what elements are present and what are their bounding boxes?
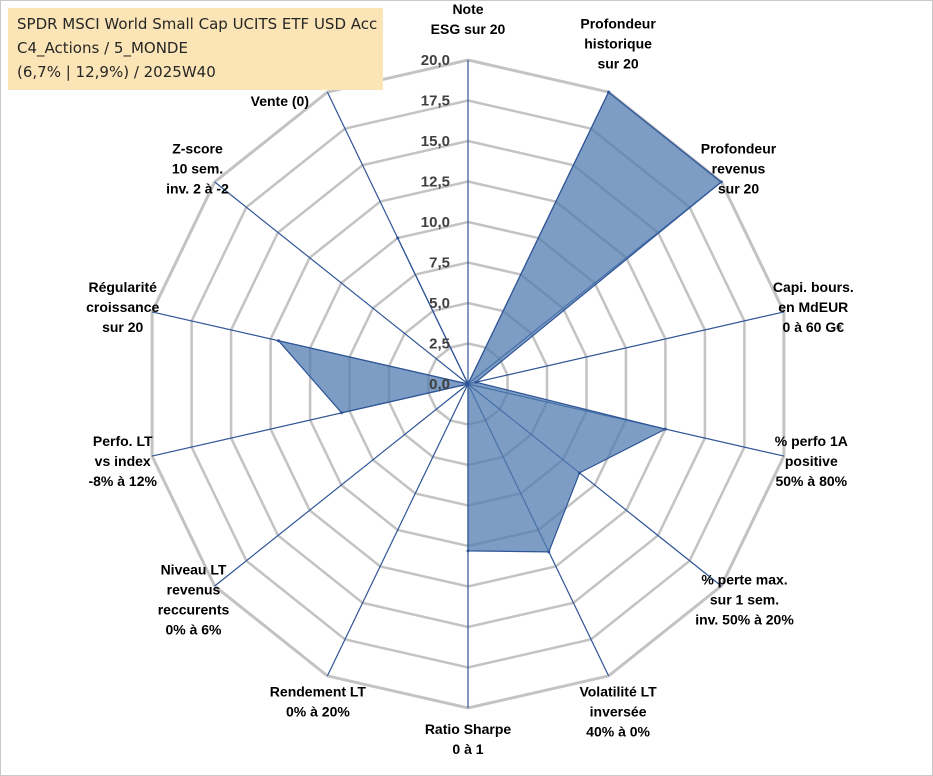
tick-label: 15,0 (421, 133, 450, 150)
radar-series (276, 90, 723, 554)
axis-spoke (214, 383, 469, 587)
tick-label: 5,0 (429, 295, 450, 312)
axis-label: Volatilité LT inversée 40% à 0% (579, 684, 657, 740)
axis-label: Note ESG sur 20 (431, 1, 506, 37)
data-point (578, 471, 581, 475)
data-point (607, 90, 611, 94)
fund-stats: (6,7% | 12,9%) / 2025W40 (17, 63, 216, 81)
axis-label: Rendement LT 0% à 20% (270, 684, 367, 720)
data-point (396, 236, 400, 240)
fund-category: C4_Actions / 5_MONDE (17, 39, 188, 57)
axis-label: Capi. bours. en MdEUR 0 à 60 G€ (773, 279, 854, 335)
data-point (663, 427, 667, 431)
axis-spoke (467, 311, 785, 385)
axis-spoke (214, 181, 469, 385)
tick-label: 12,5 (421, 174, 450, 191)
tick-label: 20,0 (421, 52, 450, 69)
data-point (466, 382, 470, 386)
axis-label: Ratio Sharpe 0 à 1 (425, 721, 512, 757)
axis-label: Niveau LT revenus reccurents 0% à 6% (158, 562, 230, 638)
axis-label: Vente (0) (251, 93, 309, 109)
axis-label: % perfo 1A positive 50% à 80% (775, 433, 848, 489)
tick-label: 7,5 (429, 255, 450, 272)
axis-label: Z-score 10 sem. inv. 2 à -2 (166, 140, 229, 196)
tick-label: 2,5 (429, 336, 450, 353)
axis-label: Profondeur historique sur 20 (580, 15, 656, 71)
data-point (719, 180, 723, 184)
data-point (474, 380, 478, 384)
tick-label: 0,0 (429, 376, 450, 393)
tick-label: 10,0 (421, 214, 450, 231)
series-area (276, 91, 723, 553)
fund-info-box: SPDR MSCI World Small Cap UCITS ETF USD … (8, 8, 383, 90)
fund-name: SPDR MSCI World Small Cap UCITS ETF USD … (17, 15, 378, 33)
axis-spoke (326, 383, 469, 677)
radar-axis-labels: Note ESG sur 20 Profondeur historique sur 20… (86, 1, 854, 757)
axis-label: % perte max. sur 1 sem. inv. 50% à 20% (695, 572, 794, 628)
data-point (340, 411, 344, 415)
axis-label: Régularité croissance sur 20 (86, 279, 159, 335)
data-point (547, 550, 551, 554)
axis-label: Perfo. LT vs index -8% à 12% (88, 433, 157, 489)
axis-label: Profondeur revenus sur 20 (701, 140, 777, 196)
data-point (277, 339, 280, 343)
data-point (466, 549, 470, 553)
tick-label: 17,5 (421, 93, 450, 110)
radar-tick-labels: 0,0 2,5 5,0 7,5 10,0 12,5 15,0 17,5 20,0 (421, 52, 450, 393)
